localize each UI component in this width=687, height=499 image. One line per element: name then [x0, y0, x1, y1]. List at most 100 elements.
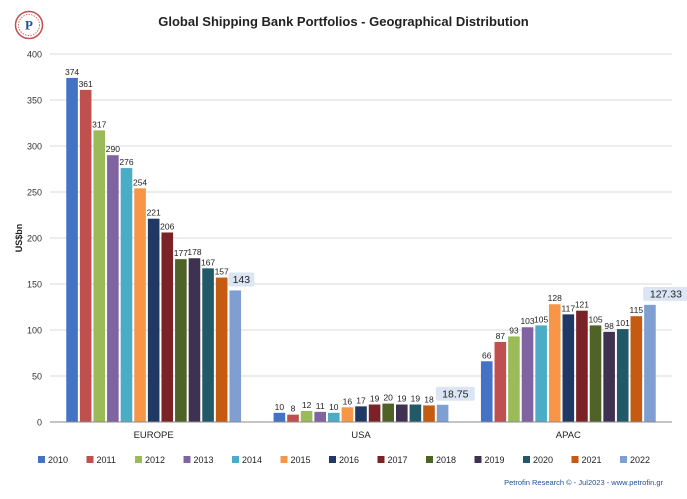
data-label: 11 [316, 401, 325, 411]
data-label: 8 [291, 404, 296, 414]
data-label-highlight-bg [228, 272, 255, 287]
data-label: 361 [79, 79, 93, 89]
legend-label-2019: 2019 [485, 455, 505, 465]
bar-apac-2016 [562, 314, 575, 422]
bar-apac-2022 [644, 304, 656, 422]
data-label: 115 [630, 305, 644, 315]
bar-usa-2021 [423, 405, 435, 422]
data-label: 117 [562, 303, 576, 313]
bar-europe-2022 [229, 290, 242, 422]
y-tick-label: 150 [27, 280, 42, 290]
data-label: 16 [343, 396, 353, 406]
y-tick-label: 50 [32, 372, 42, 382]
bar-apac-2012 [508, 336, 520, 422]
x-category-label: EUROPE [134, 430, 174, 441]
bar-apac-2018 [589, 325, 602, 422]
x-category-label: APAC [556, 430, 581, 441]
bar-usa-2011 [287, 414, 299, 422]
data-label: 20 [383, 393, 393, 403]
legend-label-2015: 2015 [291, 455, 311, 465]
legend-label-2014: 2014 [242, 455, 262, 465]
data-label: 87 [496, 331, 506, 341]
bar-usa-2014 [328, 412, 340, 422]
data-label: 177 [174, 248, 188, 258]
bar-usa-2020 [409, 404, 422, 422]
data-label: 121 [575, 300, 589, 310]
legend-label-2011: 2011 [97, 455, 116, 465]
data-label: 127.33 [650, 288, 682, 300]
logo-letter: P [25, 18, 33, 33]
bar-apac-2010 [480, 361, 493, 422]
bar-europe-2010 [66, 77, 78, 423]
chart-title: Global Shipping Bank Portfolios - Geogra… [158, 14, 529, 29]
data-label: 17 [356, 395, 366, 405]
y-tick-label: 100 [27, 326, 42, 336]
y-tick-label: 350 [27, 96, 42, 106]
legend-swatch-2010 [38, 456, 45, 463]
bar-apac-2014 [535, 325, 547, 422]
legend-label-2017: 2017 [388, 455, 408, 465]
data-label-highlight-bg [643, 286, 687, 301]
bar-usa-2015 [341, 407, 354, 422]
bar-usa-2017 [368, 404, 381, 422]
data-label: 317 [92, 119, 106, 129]
y-tick-label: 0 [37, 418, 42, 428]
data-label: 18.75 [442, 388, 468, 400]
legend-label-2016: 2016 [339, 455, 359, 465]
data-label: 12 [302, 400, 312, 410]
data-label: 10 [329, 402, 339, 412]
bar-europe-2012 [93, 130, 106, 423]
x-axis: EUROPE USA APAC [50, 421, 672, 441]
legend-label-2012: 2012 [145, 455, 165, 465]
bar-europe-2011 [79, 89, 92, 422]
bar-usa-2016 [355, 406, 367, 422]
data-label: 167 [201, 257, 215, 267]
bar-usa-2013 [314, 411, 326, 422]
legend-swatch-2013 [183, 456, 191, 463]
data-label: 19 [411, 394, 421, 404]
bar-usa-2022 [436, 404, 449, 422]
data-label: 105 [588, 314, 602, 324]
data-label: 19 [370, 394, 380, 404]
data-label: 374 [65, 67, 79, 77]
data-label: 128 [548, 293, 562, 303]
bar-europe-2016 [147, 218, 160, 422]
x-category-label: USA [351, 430, 371, 441]
legend-swatch-2021 [571, 456, 579, 463]
y-axis-label: US$bn [14, 224, 24, 253]
legend-swatch-2017 [377, 456, 385, 463]
legend-label-2010: 2010 [48, 455, 68, 465]
legend: 2010 2011 2012 2013 2014 2015 2016 2017 2018 2019… [38, 455, 650, 465]
data-label: 103 [520, 316, 534, 326]
bar-europe-2017 [161, 232, 174, 422]
legend-label-2013: 2013 [194, 455, 214, 465]
data-label: 98 [604, 321, 614, 331]
data-label: 276 [119, 157, 133, 167]
bar-usa-2010 [273, 412, 286, 422]
legend-swatch-2015 [280, 456, 288, 463]
legend-swatch-2012 [135, 456, 142, 463]
data-label: 10 [275, 402, 285, 412]
legend-swatch-2018 [426, 456, 433, 463]
legend-label-2020: 2020 [533, 455, 553, 465]
bar-apac-2017 [576, 310, 588, 422]
bar-europe-2021 [215, 277, 228, 422]
y-tick-label: 200 [27, 234, 42, 244]
bar-apac-2019 [603, 331, 615, 422]
legend-swatch-2022 [620, 456, 627, 463]
y-axis: 0 50 100 150 200 250 300 350 400 [27, 50, 42, 428]
data-label: 157 [215, 267, 229, 277]
bar-usa-2018 [382, 403, 394, 422]
data-label: 19 [397, 394, 407, 404]
bar-apac-2011 [494, 341, 507, 422]
bar-europe-2019 [188, 258, 201, 422]
bar-usa-2012 [300, 410, 313, 422]
legend-label-2021: 2021 [582, 455, 602, 465]
petrofin-logo: P [14, 10, 44, 40]
bar-apac-2021 [630, 316, 643, 422]
bar-europe-2015 [134, 188, 146, 422]
data-label: 206 [160, 221, 174, 231]
data-label: 101 [616, 318, 630, 328]
